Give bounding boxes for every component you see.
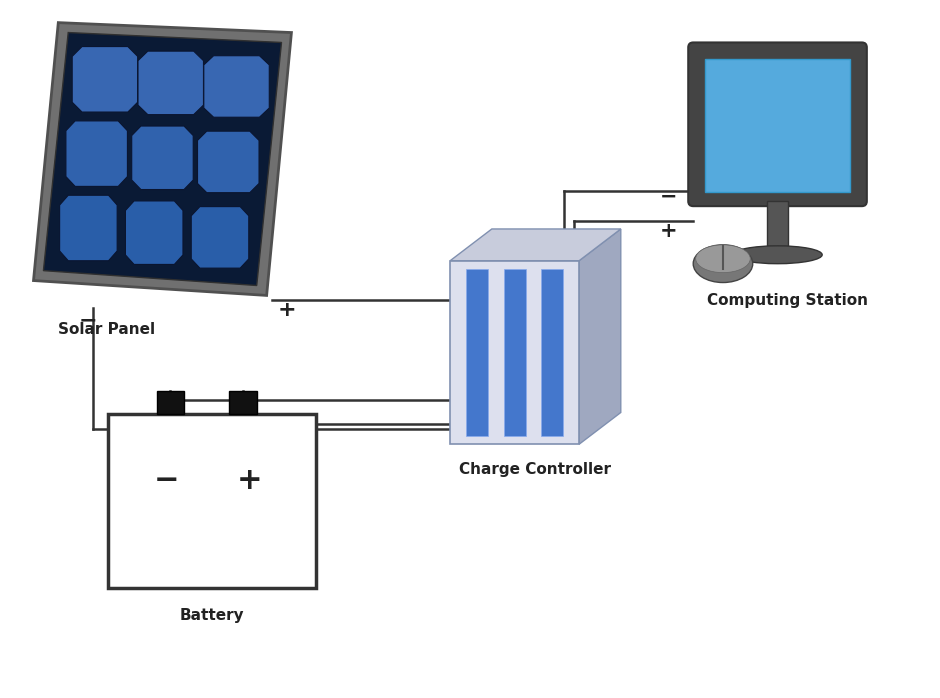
Text: Computing Station: Computing Station — [707, 293, 868, 309]
Text: −: − — [153, 466, 179, 495]
Polygon shape — [450, 229, 620, 261]
Polygon shape — [43, 33, 281, 285]
FancyBboxPatch shape — [466, 269, 488, 436]
FancyBboxPatch shape — [229, 391, 258, 415]
Ellipse shape — [693, 245, 753, 283]
Text: +: + — [237, 466, 262, 495]
FancyBboxPatch shape — [688, 43, 867, 206]
Polygon shape — [66, 121, 128, 186]
Polygon shape — [579, 229, 620, 444]
Text: Battery: Battery — [180, 608, 244, 623]
Polygon shape — [191, 207, 249, 268]
Ellipse shape — [733, 246, 822, 264]
FancyBboxPatch shape — [450, 261, 579, 444]
Polygon shape — [72, 47, 137, 112]
Text: +: + — [277, 300, 296, 320]
Polygon shape — [138, 51, 203, 114]
Ellipse shape — [696, 245, 750, 273]
Polygon shape — [197, 131, 259, 193]
Polygon shape — [125, 201, 183, 265]
Polygon shape — [204, 56, 269, 117]
Polygon shape — [59, 195, 118, 261]
Text: +: + — [660, 221, 677, 241]
FancyBboxPatch shape — [541, 269, 563, 436]
Text: Charge Controller: Charge Controller — [460, 462, 612, 477]
Text: −: − — [79, 310, 98, 330]
FancyBboxPatch shape — [504, 269, 525, 436]
FancyBboxPatch shape — [157, 391, 184, 415]
Text: Solar Panel: Solar Panel — [58, 322, 155, 337]
Polygon shape — [132, 126, 194, 190]
FancyBboxPatch shape — [108, 415, 316, 588]
Polygon shape — [34, 22, 291, 295]
FancyBboxPatch shape — [767, 201, 789, 246]
FancyBboxPatch shape — [705, 59, 850, 192]
Text: −: − — [660, 186, 677, 206]
